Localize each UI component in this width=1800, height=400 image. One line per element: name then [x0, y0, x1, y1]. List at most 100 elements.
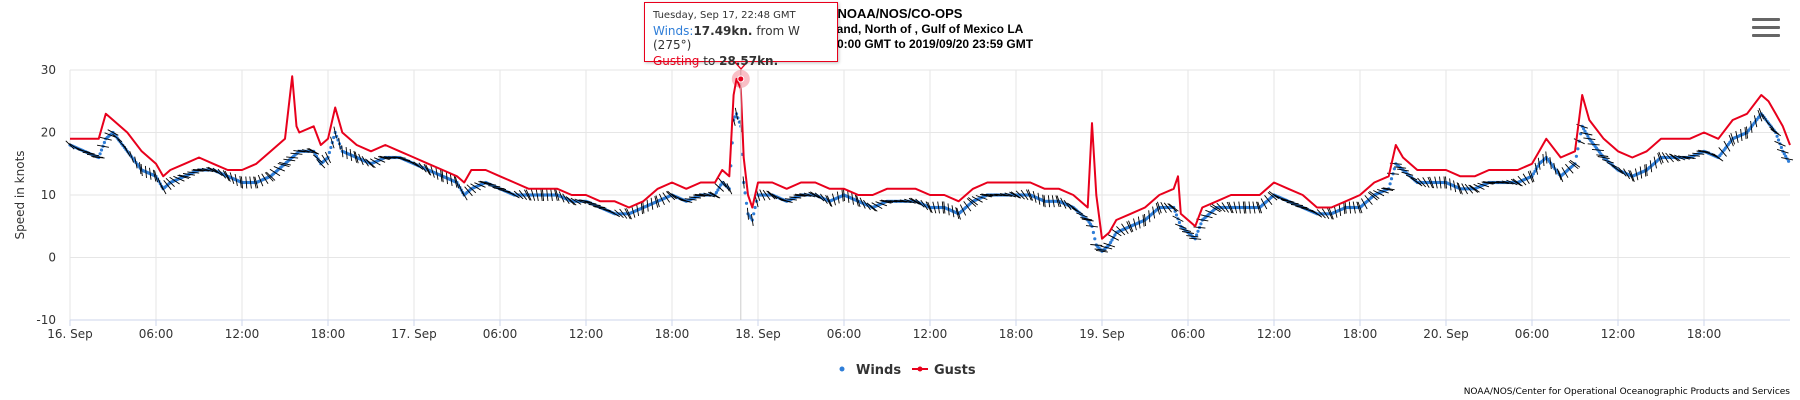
wind-arrow — [1156, 201, 1162, 214]
wind-arrow — [1512, 178, 1523, 187]
wind-arrow — [956, 207, 961, 220]
winds-point — [1174, 213, 1179, 217]
wind-arrow — [1282, 199, 1295, 203]
wind-arrow — [1352, 201, 1356, 214]
wind-arrow — [207, 166, 219, 174]
wind-arrow — [574, 198, 586, 204]
wind-arrow — [742, 176, 745, 189]
wind-arrow — [951, 205, 955, 218]
wind-arrow — [1357, 201, 1363, 214]
wind-arrow — [999, 193, 1012, 197]
wind-arrow — [662, 192, 671, 203]
wind-arrow — [1776, 148, 1789, 154]
y-tick-label: 20 — [41, 126, 56, 140]
winds-point — [1091, 230, 1095, 235]
wind-arrow — [904, 198, 916, 204]
wind-arrow — [1713, 153, 1724, 162]
wind-arrow — [1553, 162, 1557, 175]
wind-arrow — [1356, 201, 1361, 214]
wind-arrow — [937, 201, 940, 214]
wind-arrow — [1015, 190, 1025, 200]
wind-arrow — [99, 136, 112, 141]
wind-arrow — [1645, 163, 1648, 177]
wind-arrow — [1256, 201, 1261, 214]
wind-arrow — [1587, 143, 1600, 146]
wind-arrow — [379, 155, 392, 160]
wind-arrow — [306, 148, 318, 155]
wind-arrow — [524, 189, 531, 201]
x-tick-label: 12:00 — [1601, 327, 1636, 341]
wind-arrow — [1692, 152, 1705, 155]
wind-arrow — [373, 157, 386, 163]
wind-arrow — [854, 194, 859, 207]
wind-arrow — [955, 207, 960, 220]
wind-arrow — [784, 198, 797, 201]
wind-arrow — [513, 190, 524, 200]
wind-arrow — [454, 176, 460, 189]
wind-arrow — [762, 189, 771, 201]
wind-direction-arrows — [65, 107, 1794, 253]
wind-arrow — [655, 195, 660, 208]
wind-arrow — [423, 163, 431, 175]
wind-arrow — [1517, 175, 1527, 186]
wind-arrow — [1728, 134, 1734, 147]
wind-arrow — [1047, 195, 1051, 208]
winds-point — [1199, 222, 1203, 226]
wind-arrow — [518, 190, 528, 200]
wind-arrow — [541, 188, 545, 202]
chart-credit[interactable]: NOAA/NOS/Center for Operational Oceanogr… — [1464, 387, 1791, 397]
legend-gusts-label[interactable]: Gusts — [934, 363, 976, 378]
wind-arrow — [836, 191, 840, 204]
wind-arrow — [789, 196, 802, 199]
wind-arrow — [224, 170, 231, 182]
wind-arrow — [1321, 208, 1330, 220]
tooltip-winds-label: Winds: — [653, 24, 694, 38]
legend[interactable]: Winds Gusts — [839, 363, 976, 378]
wind-arrow — [1769, 126, 1780, 135]
wind-arrow — [875, 201, 888, 207]
wind-arrow — [1770, 128, 1781, 137]
tooltip-winds-value: 17.49kn. — [693, 24, 753, 38]
legend-winds-label[interactable]: Winds — [856, 363, 901, 378]
wind-arrow — [1623, 168, 1631, 180]
x-tick-label: 18:00 — [655, 327, 690, 341]
winds-point — [1389, 177, 1394, 181]
wind-arrow — [1167, 203, 1177, 212]
wind-arrow — [1556, 168, 1562, 181]
wind-arrow — [1606, 162, 1618, 168]
x-tick-label: 12:00 — [569, 327, 604, 341]
wind-arrow — [249, 176, 252, 189]
hamburger-menu-icon[interactable] — [1750, 14, 1782, 44]
wind-arrow — [92, 156, 105, 159]
winds-point — [714, 190, 719, 195]
wind-arrow — [708, 191, 720, 199]
wind-arrow — [313, 154, 323, 163]
wind-arrow — [794, 193, 808, 197]
wind-arrow — [1473, 183, 1485, 190]
y-tick-label: 30 — [41, 63, 56, 77]
wind-arrow — [530, 189, 536, 201]
wind-arrow — [1687, 154, 1700, 157]
x-tick-label: 12:00 — [1257, 327, 1292, 341]
wind-arrow — [1248, 201, 1251, 214]
wind-arrow — [1025, 189, 1032, 201]
wind-arrow — [1445, 176, 1447, 189]
winds-point — [327, 150, 331, 155]
wind-arrow — [316, 159, 326, 169]
wind-arrow — [562, 193, 570, 204]
wind-arrow — [1661, 152, 1669, 163]
wind-arrow — [1639, 166, 1643, 179]
wind-arrow — [1497, 181, 1510, 184]
wind-arrow — [354, 151, 359, 164]
wind-arrow — [1657, 152, 1662, 165]
wind-arrow — [178, 174, 191, 179]
wind-arrow — [140, 163, 143, 177]
wind-arrow — [253, 176, 257, 189]
tooltip-gusts: Gusting to 28.57kn. — [653, 54, 829, 68]
wind-arrow — [124, 145, 131, 157]
x-tick-label: 19. Sep — [1079, 327, 1125, 341]
winds-point — [1586, 134, 1590, 138]
wind-arrow — [1665, 152, 1674, 163]
winds-point — [1574, 154, 1578, 158]
winds-point — [1536, 164, 1540, 168]
